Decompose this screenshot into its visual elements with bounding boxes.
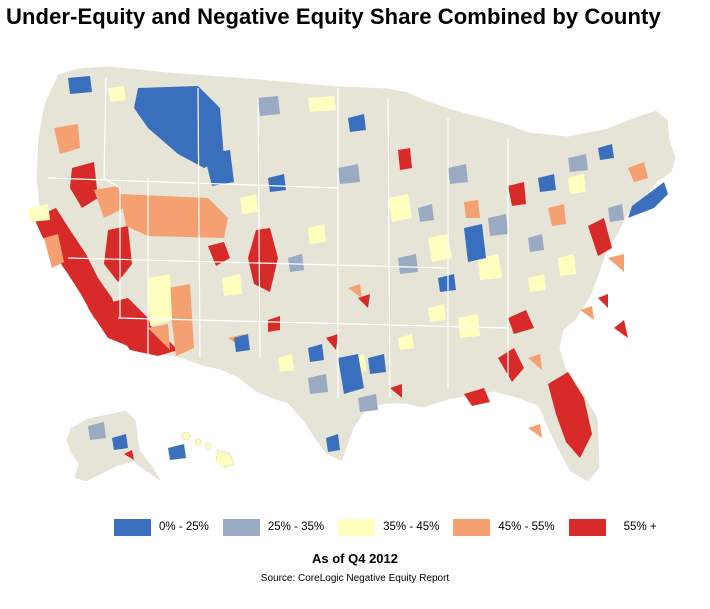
legend-swatch (338, 518, 376, 536)
as-of-date: As of Q4 2012 (312, 551, 398, 566)
counties-35-45 (28, 86, 586, 372)
legend-label: 35% - 45% (383, 521, 440, 533)
legend-label: 55% + (623, 521, 657, 533)
legend-item-45-55: 45% - 55% (453, 518, 555, 536)
legend-label: 0% - 25% (159, 521, 209, 533)
legend-label: 45% - 55% (498, 521, 555, 533)
legend-swatch (568, 518, 606, 536)
counties-45-55 (44, 124, 648, 438)
legend-swatch (453, 518, 491, 536)
legend-swatch (222, 518, 260, 536)
legend-label: 25% - 35% (267, 521, 325, 533)
source-note: Source: CoreLogic Negative Equity Report (260, 573, 450, 584)
state-borders (47, 77, 509, 399)
legend-item-55-plus: 55% + (568, 518, 657, 536)
us-mainland-shape (35, 65, 677, 483)
map-title: Under-Equity and Negative Equity Share C… (6, 4, 661, 29)
legend: 0% - 25% 25% - 35% 35% - 45% 45% - 55% 5… (114, 517, 671, 537)
counties-25-35 (88, 96, 624, 440)
hawaii-shape (181, 431, 235, 469)
legend-item-35-45: 35% - 45% (338, 518, 440, 536)
legend-item-25-35: 25% - 35% (222, 518, 325, 536)
legend-swatch (114, 518, 151, 536)
legend-item-0-25: 0% - 25% (114, 518, 209, 536)
us-county-map (8, 58, 702, 502)
counties-0-25 (68, 76, 668, 460)
